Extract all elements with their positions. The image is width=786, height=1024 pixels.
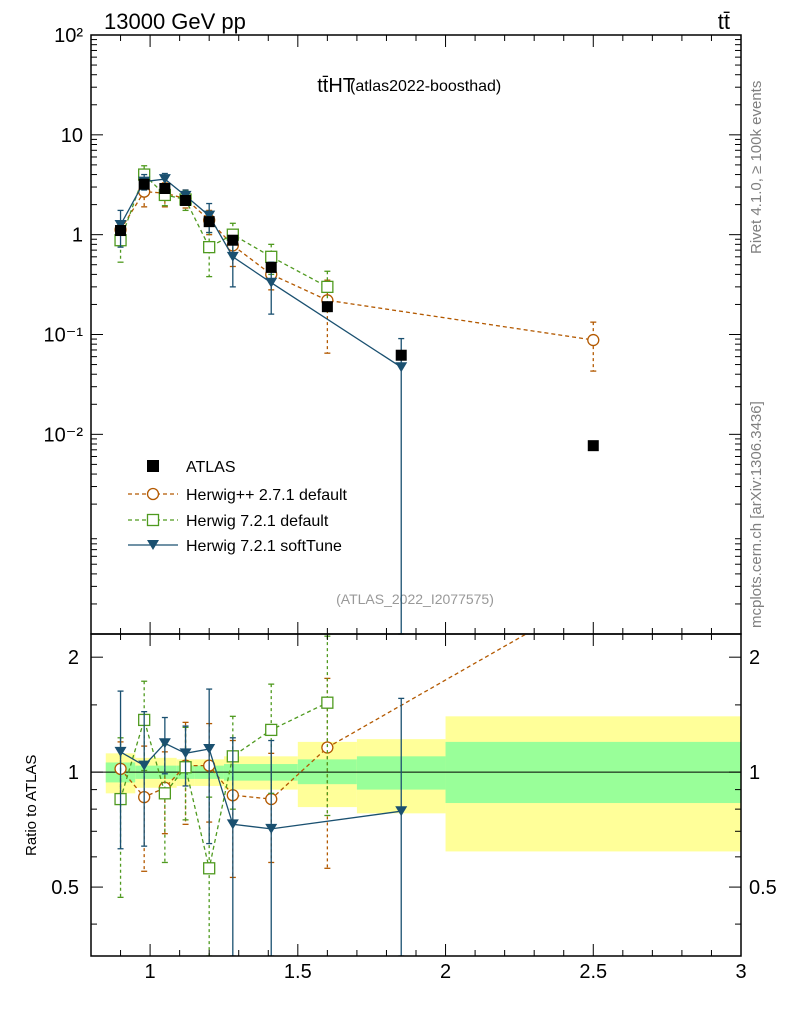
series-point-2 bbox=[395, 362, 408, 373]
series-point-1 bbox=[265, 250, 278, 263]
process-label: tt̄ bbox=[718, 9, 730, 34]
main-tick-label: 10² bbox=[54, 25, 83, 47]
main-tick-label: 10 bbox=[61, 125, 83, 147]
ratio-tick-label-left: 2 bbox=[68, 647, 79, 669]
ratio-point-2 bbox=[395, 806, 408, 817]
ratio-tick-label-right: 0.5 bbox=[749, 877, 777, 899]
main-tick-label: 10⁻¹ bbox=[44, 325, 84, 347]
atlas-data-point bbox=[395, 349, 407, 361]
main-panel: tt̄HT (atlas2022-boosthad) (ATLAS_2022_I… bbox=[44, 25, 742, 635]
ratio-point-2 bbox=[138, 760, 151, 771]
atlas-data-point bbox=[180, 194, 192, 206]
plot-title: tt̄HT bbox=[317, 75, 355, 97]
ratio-point-2 bbox=[179, 748, 192, 759]
atlas-data-point bbox=[159, 183, 171, 195]
series-point-0 bbox=[587, 333, 600, 347]
ratio-point-1 bbox=[265, 723, 278, 737]
main-tick-label: 10⁻² bbox=[44, 424, 84, 446]
series-point-2 bbox=[265, 277, 278, 288]
legend-label-herwig7-softtune: Herwig 7.2.1 softTune bbox=[186, 538, 342, 555]
ratio-point-2 bbox=[203, 743, 216, 754]
atlas-data-point bbox=[321, 301, 333, 313]
ratio-tick-label-right: 1 bbox=[749, 762, 760, 784]
legend-label-herwigpp: Herwig++ 2.7.1 default bbox=[186, 487, 348, 504]
legend-label-atlas: ATLAS bbox=[186, 459, 236, 476]
series-point-1 bbox=[321, 280, 334, 294]
series-point-2 bbox=[203, 210, 216, 221]
series-line-0 bbox=[119, 190, 594, 341]
ratio-line-1 bbox=[119, 702, 328, 869]
ratio-tick-label-left: 0.5 bbox=[51, 877, 79, 899]
mcplots-label: mcplots.cern.ch [arXiv:1306.3436] bbox=[748, 401, 765, 628]
ratio-tick-label-left: 1 bbox=[68, 762, 79, 784]
ratio-point-2 bbox=[226, 819, 239, 830]
series-point-2 bbox=[226, 251, 239, 262]
x-tick-label: 1.5 bbox=[284, 961, 312, 983]
legend-marker-herwig7-default bbox=[146, 513, 160, 527]
plot-subtitle: (atlas2022-boosthad) bbox=[350, 78, 501, 95]
atlas-data-point bbox=[138, 178, 150, 190]
legend-label-herwig7-default: Herwig 7.2.1 default bbox=[186, 513, 329, 530]
energy-label: 13000 GeV pp bbox=[104, 9, 246, 34]
atlas-data-point bbox=[587, 440, 599, 452]
ratio-point-2 bbox=[158, 738, 171, 749]
rivet-version-label: Rivet 4.1.0, ≥ 100k events bbox=[748, 81, 765, 254]
atlas-data-point bbox=[203, 216, 215, 228]
series-point-2 bbox=[114, 219, 127, 230]
atlas-data-point bbox=[265, 261, 277, 273]
main-tick-label: 1 bbox=[72, 225, 83, 247]
atlas-data-point bbox=[227, 234, 239, 246]
atlas-data-point bbox=[115, 225, 127, 237]
legend: ATLAS Herwig++ 2.7.1 default Herwig 7.2.… bbox=[128, 459, 348, 555]
ratio-point-2 bbox=[114, 746, 127, 757]
series-line-1 bbox=[119, 173, 328, 288]
ratio-point-1 bbox=[203, 862, 216, 875]
analysis-id-label: (ATLAS_2022_I2077575) bbox=[336, 591, 494, 607]
ratio-point-2 bbox=[265, 823, 278, 834]
ratio-panel: 2 2 1 1 0.5 0.5 1 1.5 2 2.5 3 bbox=[51, 35, 777, 983]
legend-marker-herwigpp bbox=[146, 487, 160, 501]
ratio-point-1 bbox=[158, 787, 172, 800]
x-tick-label: 2 bbox=[440, 961, 451, 983]
x-tick-label: 1 bbox=[145, 961, 156, 983]
ratio-point-1 bbox=[321, 696, 334, 709]
ratio-axis-label: Ratio to ATLAS bbox=[23, 755, 40, 856]
series-point-2 bbox=[158, 174, 171, 185]
ratio-tick-label-right: 2 bbox=[749, 647, 760, 669]
x-tick-label: 2.5 bbox=[579, 961, 607, 983]
x-tick-label: 3 bbox=[735, 961, 746, 983]
series-point-1 bbox=[203, 240, 216, 254]
ratio-series-2 bbox=[114, 688, 408, 956]
legend-marker-atlas bbox=[147, 460, 159, 472]
legend-marker-herwig7-softtune bbox=[147, 540, 159, 550]
